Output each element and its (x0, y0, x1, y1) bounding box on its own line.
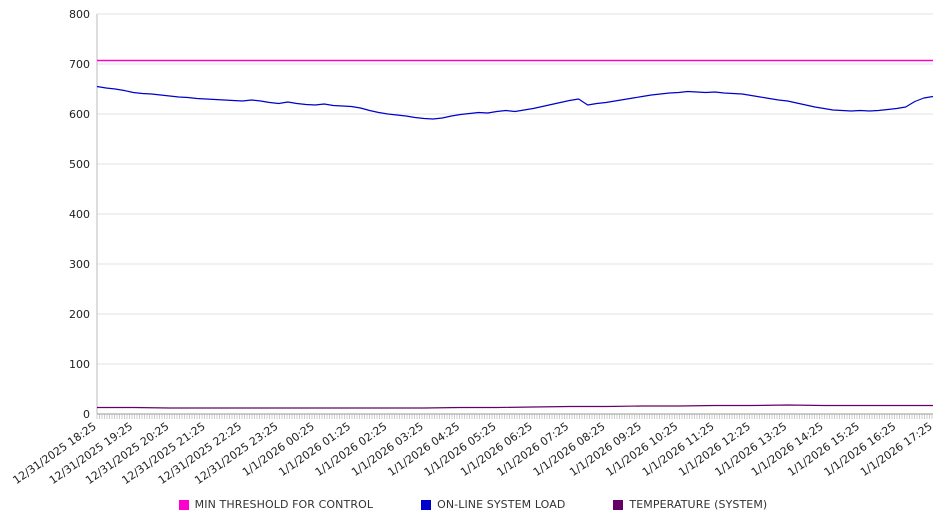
legend-label-online-system-load: ON-LINE SYSTEM LOAD (437, 498, 566, 511)
y-axis-tick-label: 800 (69, 8, 90, 21)
y-axis-tick-label: 400 (69, 208, 90, 221)
series-line-1 (96, 85, 934, 120)
y-axis-tick-label: 500 (69, 158, 90, 171)
temperature-swatch-icon (613, 499, 624, 510)
legend-label-temperature: TEMPERATURE (SYSTEM) (629, 498, 768, 511)
online-system-load-swatch-icon (421, 499, 432, 510)
legend-label-min-threshold: MIN THRESHOLD FOR CONTROL (194, 498, 374, 511)
legend-item-temperature[interactable]: TEMPERATURE (SYSTEM) (613, 498, 767, 511)
y-axis-tick-label: 100 (69, 358, 90, 371)
y-axis-tick-label: 600 (69, 108, 90, 121)
y-axis-tick-label: 700 (69, 58, 90, 71)
y-axis-tick-label: 0 (83, 408, 90, 421)
y-axis-tick-label: 300 (69, 258, 90, 271)
series-line-2 (97, 404, 933, 409)
min-threshold-swatch-icon (178, 499, 189, 510)
legend-item-online-system-load[interactable]: ON-LINE SYSTEM LOAD (421, 498, 565, 511)
legend-item-min-threshold[interactable]: MIN THRESHOLD FOR CONTROL (178, 498, 374, 511)
y-axis-tick-label: 200 (69, 308, 90, 321)
chart-legend: MIN THRESHOLD FOR CONTROL ON-LINE SYSTEM… (0, 498, 946, 511)
